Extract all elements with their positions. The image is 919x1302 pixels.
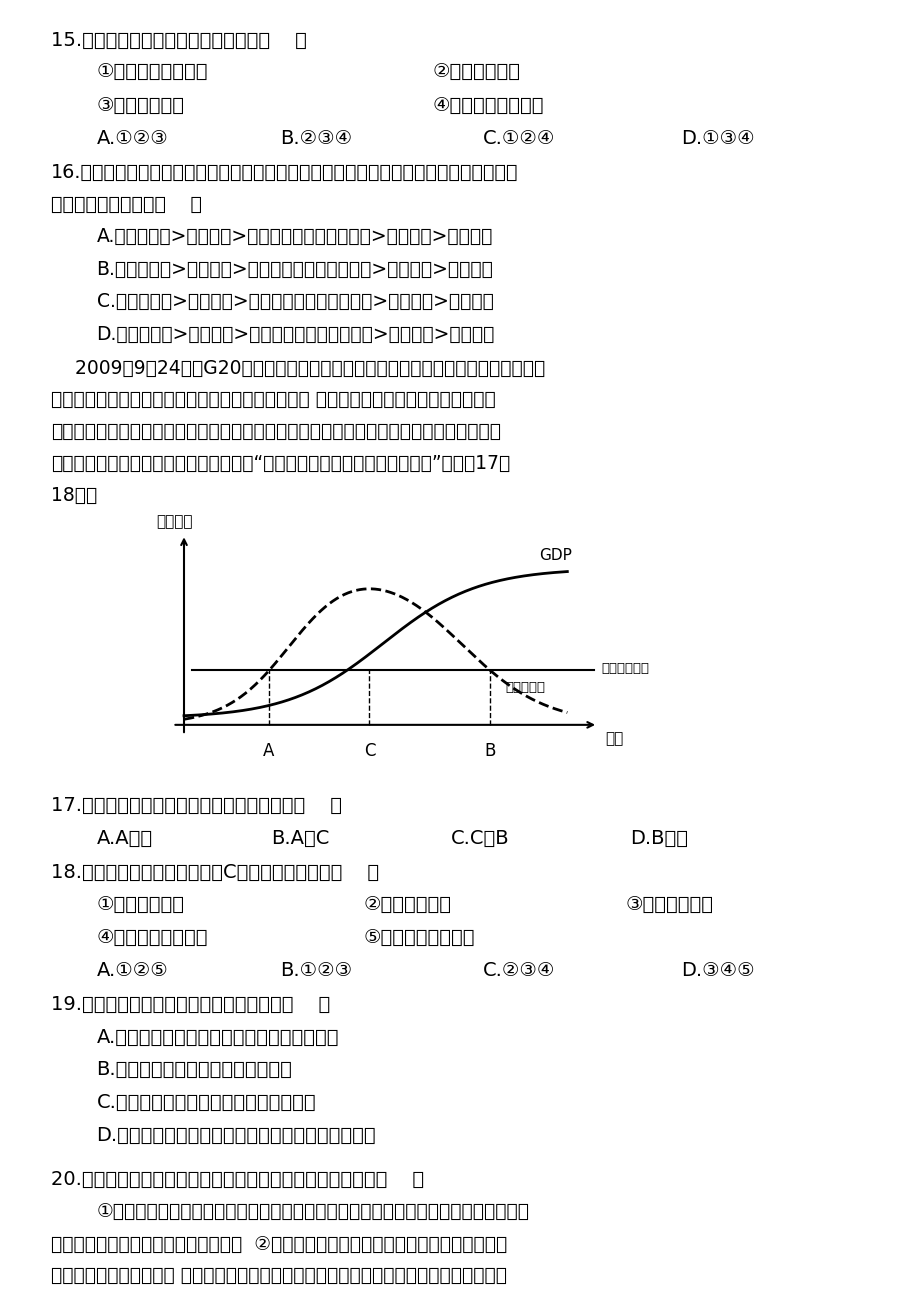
Text: ③对外贸易总额: ③对外贸易总额 (96, 95, 185, 115)
Text: 16.改革开放以来，我国沿海许多乡镇从以农业为主体的发展阶段过渡到工业化阶段，其产: 16.改革开放以来，我国沿海许多乡镇从以农业为主体的发展阶段过渡到工业化阶段，其… (51, 163, 517, 182)
Text: 20.请按照区域发展的先后顺序，排列该区域的三个发展阶段（    ）: 20.请按照区域发展的先后顺序，排列该区域的三个发展阶段（ ） (51, 1169, 424, 1189)
Text: A.从第一产业>第二产业>第三产业转变为第二产业>第三产业>第一产业: A.从第一产业>第二产业>第三产业转变为第二产业>第三产业>第一产业 (96, 227, 493, 246)
Text: B.先大力发展经济，再加大环保投入: B.先大力发展经济，再加大环保投入 (96, 1060, 292, 1079)
Text: B.A到C: B.A到C (271, 828, 329, 848)
Text: 业转型的城市和地区树立了成功典范。读“匹兹堡经济发展与环境关系示意图”，完戕17～: 业转型的城市和地区树立了成功典范。读“匹兹堡经济发展与环境关系示意图”，完戕17… (51, 453, 509, 473)
Text: A.A以前: A.A以前 (96, 828, 153, 848)
Text: B.①②③: B.①②③ (280, 961, 352, 980)
Text: 减，在其它区域出现了新的工业中心。  ②由个别中心逐渐向东、向西的扩展，出现了许多: 减，在其它区域出现了新的工业中心。 ②由个别中心逐渐向东、向西的扩展，出现了许多 (51, 1234, 506, 1254)
Text: C.从第三产业>第二产业>第一产业转变为第二产业>第一产业>第三产业: C.从第三产业>第二产业>第一产业转变为第二产业>第一产业>第三产业 (96, 292, 493, 311)
Text: A.①②③: A.①②③ (96, 129, 168, 148)
Text: C.②③④: C.②③④ (482, 961, 555, 980)
Text: D.我国目前环境质量较好，无需采取治理环境的措施: D.我国目前环境质量较好，无需采取治理环境的措施 (96, 1125, 376, 1144)
Text: C: C (363, 742, 375, 760)
Text: 19.为减少污染，我国在工业发展中应注意（    ）: 19.为减少污染，我国在工业发展中应注意（ ） (51, 995, 330, 1014)
Text: ⑤出现逆城市化现象: ⑤出现逆城市化现象 (363, 927, 474, 947)
Text: C.①②④: C.①②④ (482, 129, 555, 148)
Text: ①受资源、运输和环境严重污染等因素的不利影响，区域内工业地位降低，钙鐵产量锐: ①受资源、运输和环境严重污染等因素的不利影响，区域内工业地位降低，钙鐵产量锐 (96, 1202, 529, 1221)
Text: ③产业结构调整: ③产业结构调整 (625, 894, 713, 914)
Text: 环境污染水: 环境污染水 (505, 681, 545, 694)
Text: A.减慢工业发展步伐，降低国民经济发展速度: A.减慢工业发展步伐，降低国民经济发展速度 (96, 1027, 339, 1047)
Text: D.③④⑤: D.③④⑤ (680, 961, 754, 980)
Text: 18.匹兹堡的环境污染水平处于C点以后，其原因是（    ）: 18.匹兹堡的环境污染水平处于C点以后，其原因是（ ） (51, 862, 379, 881)
Text: ①加强环保投入: ①加强环保投入 (96, 894, 185, 914)
Text: D.从第三产业>第一产业>第二产业转变为第三产业>第一产业>第二产业: D.从第三产业>第一产业>第二产业转变为第三产业>第一产业>第二产业 (96, 324, 494, 344)
Text: 18题。: 18题。 (51, 486, 96, 505)
Text: 15.衡量区域发展水平，常用的指标有（    ）: 15.衡量区域发展水平，常用的指标有（ ） (51, 31, 306, 49)
Text: C.发展清洁生产技术，减轻环境污染程度: C.发展清洁生产技术，减轻环境污染程度 (96, 1092, 316, 1112)
Text: C.C到B: C.C到B (450, 828, 509, 848)
Text: ②工业技术进步: ②工业技术进步 (363, 894, 451, 914)
Text: 自然环境容量: 自然环境容量 (601, 663, 649, 676)
Text: 业结构的转变模式是（    ）: 业结构的转变模式是（ ） (51, 194, 201, 214)
Text: A.①②⑤: A.①②⑤ (96, 961, 168, 980)
Text: 2009年9月24日，G20第三次金融峓会在美国匹兹堡举行。此前美国总统奥巴马发表: 2009年9月24日，G20第三次金融峓会在美国匹兹堡举行。此前美国总统奥巴马发… (51, 358, 544, 378)
Text: D.①③④: D.①③④ (680, 129, 754, 148)
Text: GDP: GDP (539, 548, 572, 562)
Text: 用新经济增长模式发展的现代城市，匹兹堡给美国乃至世界很多遭遇经济金融危机、尺待产: 用新经济增长模式发展的现代城市，匹兹堡给美国乃至世界很多遭遇经济金融危机、尺待产 (51, 422, 500, 441)
Text: ①人均国内生产总値: ①人均国内生产总値 (96, 62, 208, 81)
Text: A: A (263, 742, 275, 760)
Text: 污染程度: 污染程度 (156, 514, 192, 530)
Text: ④工业发展迅速减慢: ④工业发展迅速减慢 (96, 927, 208, 947)
Text: 工业中心，区域不断发展 同时，产业结构也逐步复杂化，出现了机械加工工业、化学工业、: 工业中心，区域不断发展 同时，产业结构也逐步复杂化，出现了机械加工工业、化学工业… (51, 1266, 506, 1285)
Text: 17.该图所示环境污染程度较低的理想年代是（    ）: 17.该图所示环境污染程度较低的理想年代是（ ） (51, 796, 341, 815)
Text: 声明，重申了这次峓会选定匹兹堡作为举办地的原因 从没落的传统钉鐵工业基地转变为采: 声明，重申了这次峓会选定匹兹堡作为举办地的原因 从没落的传统钉鐵工业基地转变为采 (51, 389, 494, 409)
Text: B.从第一产业>第三产业>第二产业转变为第三产业>第一产业>第二产业: B.从第一产业>第三产业>第二产业转变为第三产业>第一产业>第二产业 (96, 259, 493, 279)
Text: D.B以后: D.B以后 (630, 828, 687, 848)
Text: 时间: 时间 (605, 730, 623, 746)
Text: ②人均国民收入: ②人均国民收入 (432, 62, 520, 81)
Text: ④三次产业产値比重: ④三次产业产値比重 (432, 95, 543, 115)
Text: B.②③④: B.②③④ (280, 129, 352, 148)
Text: B: B (483, 742, 495, 760)
